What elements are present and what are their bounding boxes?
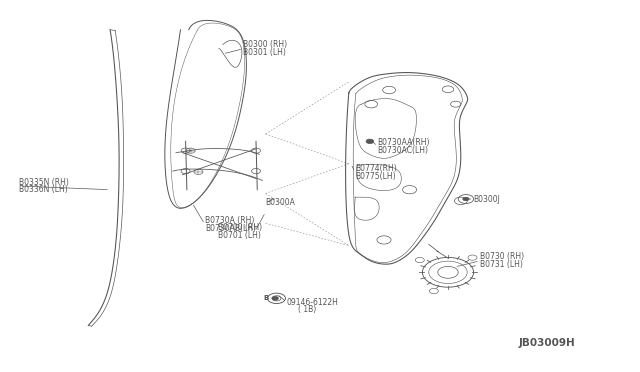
Text: B0701 (LH): B0701 (LH): [218, 231, 260, 240]
Text: B0700 (RH): B0700 (RH): [218, 223, 262, 232]
Text: B0775(LH): B0775(LH): [355, 172, 396, 181]
Circle shape: [272, 296, 278, 300]
Text: B0300 (RH): B0300 (RH): [243, 40, 287, 49]
Text: B0730 (RH): B0730 (RH): [480, 252, 524, 261]
Text: B0300J: B0300J: [474, 195, 500, 203]
Text: 09146-6122H: 09146-6122H: [287, 298, 339, 307]
Text: B: B: [264, 295, 269, 301]
Text: B0336N (LH): B0336N (LH): [19, 185, 68, 194]
Text: B0730AC(LH): B0730AC(LH): [378, 146, 429, 155]
Text: B0300A: B0300A: [266, 198, 296, 207]
Text: B0731 (LH): B0731 (LH): [480, 260, 523, 269]
Circle shape: [463, 197, 469, 201]
Text: JB03009H: JB03009H: [518, 338, 575, 348]
Text: B0335N (RH): B0335N (RH): [19, 178, 69, 187]
Text: B0774(RH): B0774(RH): [355, 164, 397, 173]
Text: B0730A (RH): B0730A (RH): [205, 216, 254, 225]
Circle shape: [366, 139, 374, 144]
Text: ( 1B): ( 1B): [298, 305, 316, 314]
Text: B0730AB(LH): B0730AB(LH): [205, 224, 256, 233]
Text: B0301 (LH): B0301 (LH): [243, 48, 286, 57]
Text: B0730AA(RH): B0730AA(RH): [378, 138, 430, 147]
